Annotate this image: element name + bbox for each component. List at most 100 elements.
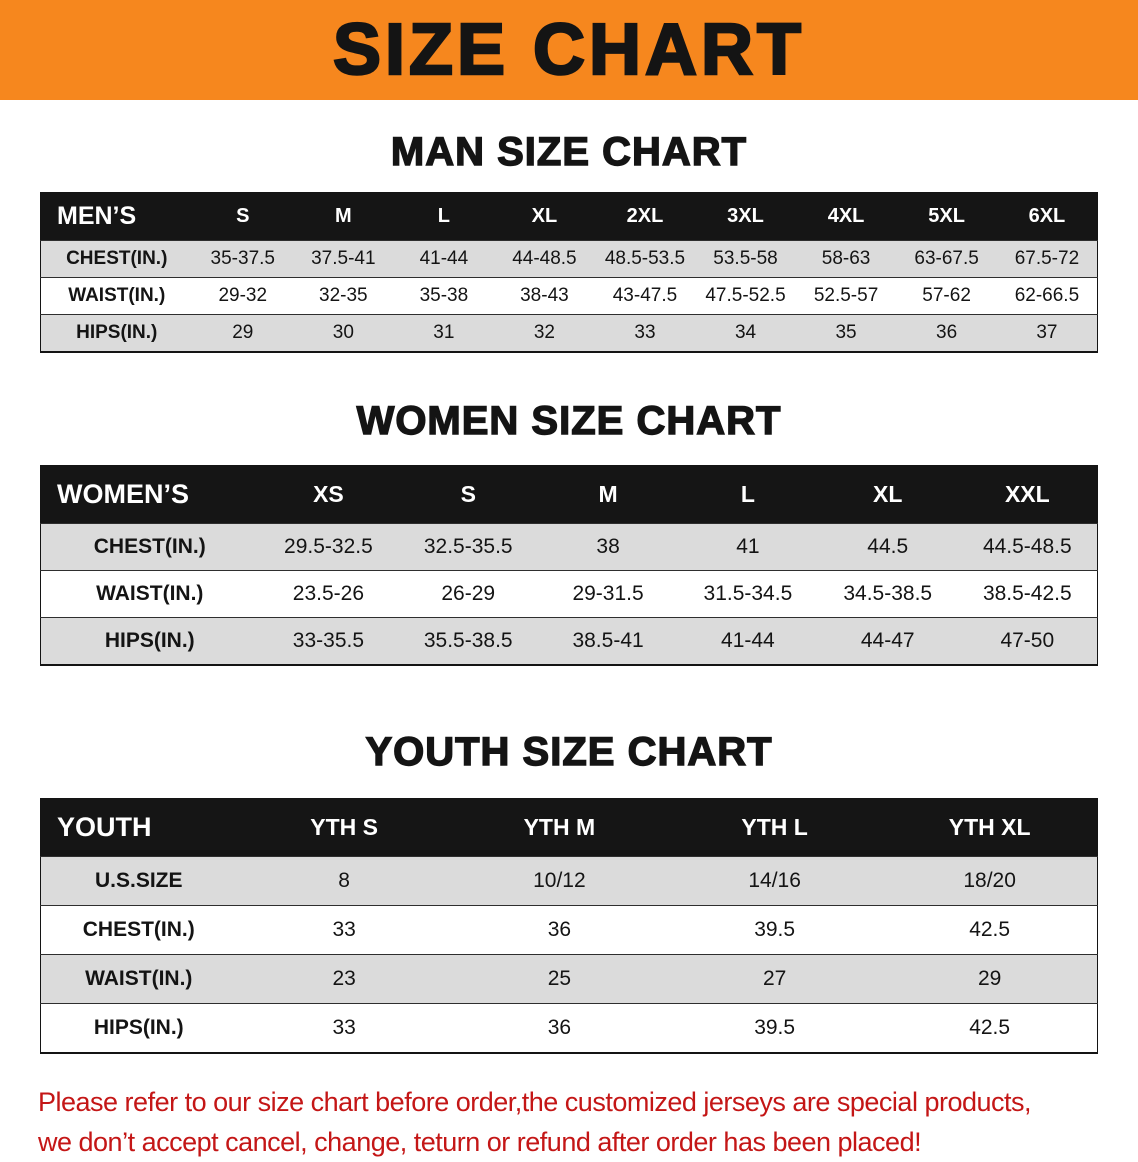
- value-cell: 29: [192, 314, 294, 352]
- value-cell: 39.5: [667, 1003, 883, 1053]
- value-cell: 42.5: [882, 1003, 1098, 1053]
- value-cell: 29-31.5: [538, 570, 678, 618]
- value-cell: 62-66.5: [996, 277, 1098, 315]
- size-header-cell: XXL: [957, 465, 1098, 524]
- size-header-cell: L: [677, 465, 818, 524]
- value-cell: 57-62: [896, 277, 997, 315]
- value-cell: 38.5-42.5: [957, 570, 1098, 618]
- value-cell: 67.5-72: [996, 240, 1098, 278]
- value-cell: 35-38: [393, 277, 495, 315]
- table-row: HIPS(IN.) 29 30 31 32 33 34 35 36 37: [40, 314, 1098, 352]
- table-row: CHEST(IN.) 35-37.5 37.5-41 41-44 44-48.5 48.5…: [40, 240, 1098, 278]
- value-cell: 52.5-57: [795, 277, 897, 315]
- value-cell: 31.5-34.5: [677, 570, 818, 618]
- value-cell: 37: [996, 314, 1098, 352]
- value-cell: 36: [451, 1003, 667, 1053]
- row-label-cell: WAIST(IN.): [40, 570, 259, 618]
- table-row: WAIST(IN.) 23 25 27 29: [40, 954, 1098, 1004]
- value-cell: 43-47.5: [594, 277, 696, 315]
- row-label-cell: U.S.SIZE: [40, 856, 237, 906]
- value-cell: 36: [451, 905, 667, 955]
- value-cell: 18/20: [882, 856, 1098, 906]
- value-cell: 37.5-41: [293, 240, 394, 278]
- value-cell: 41: [677, 523, 818, 571]
- value-cell: 23: [236, 954, 452, 1004]
- value-cell: 35: [795, 314, 897, 352]
- disclaimer-line-1: Please refer to our size chart before or…: [38, 1087, 1032, 1117]
- table-row: HIPS(IN.) 33-35.5 35.5-38.5 38.5-41 41-44 44-…: [40, 617, 1098, 665]
- size-header-cell: XL: [817, 465, 958, 524]
- value-cell: 41-44: [393, 240, 495, 278]
- disclaimer: Please refer to our size chart before or…: [38, 1082, 1138, 1162]
- size-header-cell: YTH L: [667, 798, 883, 857]
- size-header-cell: XS: [258, 465, 399, 524]
- men-size-table: MEN’S S M L XL 2XL 3XL 4XL 5XL 6XL CHEST(IN.) 35-37…: [40, 192, 1098, 353]
- row-label-cell: HIPS(IN.): [40, 1003, 237, 1053]
- size-header-cell: 4XL: [795, 192, 897, 241]
- value-cell: 58-63: [795, 240, 897, 278]
- size-header-cell: 5XL: [896, 192, 997, 241]
- row-label-cell: CHEST(IN.): [40, 240, 193, 278]
- value-cell: 29.5-32.5: [258, 523, 399, 571]
- value-cell: 30: [293, 314, 394, 352]
- table-row: HIPS(IN.) 33 36 39.5 42.5: [40, 1003, 1098, 1053]
- size-header-cell: S: [398, 465, 539, 524]
- size-header-cell: S: [192, 192, 294, 241]
- value-cell: 41-44: [677, 617, 818, 665]
- value-cell: 14/16: [667, 856, 883, 906]
- value-cell: 42.5: [882, 905, 1098, 955]
- value-cell: 25: [451, 954, 667, 1004]
- value-cell: 44-48.5: [494, 240, 595, 278]
- value-cell: 29-32: [192, 277, 294, 315]
- women-section-heading: WOMEN SIZE CHART: [356, 398, 782, 443]
- value-cell: 39.5: [667, 905, 883, 955]
- value-cell: 35-37.5: [192, 240, 294, 278]
- value-cell: 53.5-58: [695, 240, 796, 278]
- value-cell: 48.5-53.5: [594, 240, 696, 278]
- value-cell: 33: [236, 905, 452, 955]
- value-cell: 35.5-38.5: [398, 617, 539, 665]
- size-header-cell: M: [538, 465, 678, 524]
- women-size-section: WOMEN SIZE CHART WOMEN’S XS S M L XL XXL CHEST(…: [0, 398, 1138, 666]
- table-title-cell: YOUTH: [40, 798, 237, 857]
- value-cell: 31: [393, 314, 495, 352]
- value-cell: 23.5-26: [258, 570, 399, 618]
- size-header-cell: M: [293, 192, 394, 241]
- size-header-cell: 6XL: [996, 192, 1098, 241]
- youth-section-heading: YOUTH SIZE CHART: [365, 729, 773, 774]
- value-cell: 44.5-48.5: [957, 523, 1098, 571]
- youth-size-table: YOUTH YTH S YTH M YTH L YTH XL U.S.SIZE 8 10/12…: [40, 798, 1098, 1054]
- row-label-cell: WAIST(IN.): [40, 277, 193, 315]
- page-title: SIZE CHART: [332, 10, 805, 90]
- row-label-cell: CHEST(IN.): [40, 905, 237, 955]
- table-row: U.S.SIZE 8 10/12 14/16 18/20: [40, 856, 1098, 906]
- value-cell: 32.5-35.5: [398, 523, 539, 571]
- row-label-cell: HIPS(IN.): [40, 314, 193, 352]
- value-cell: 34: [695, 314, 796, 352]
- value-cell: 47-50: [957, 617, 1098, 665]
- value-cell: 32-35: [293, 277, 394, 315]
- value-cell: 36: [896, 314, 997, 352]
- value-cell: 27: [667, 954, 883, 1004]
- value-cell: 38: [538, 523, 678, 571]
- value-cell: 10/12: [451, 856, 667, 906]
- table-row: WAIST(IN.) 23.5-26 26-29 29-31.5 31.5-34.5 34…: [40, 570, 1098, 618]
- table-header-row: YOUTH YTH S YTH M YTH L YTH XL: [40, 798, 1098, 857]
- table-title-cell: WOMEN’S: [40, 465, 259, 524]
- size-header-cell: XL: [494, 192, 595, 241]
- size-header-cell: YTH XL: [882, 798, 1098, 857]
- men-section-heading: MAN SIZE CHART: [390, 129, 748, 174]
- table-row: CHEST(IN.) 29.5-32.5 32.5-35.5 38 41 44.5 44.5…: [40, 523, 1098, 571]
- size-header-cell: YTH S: [236, 798, 452, 857]
- women-size-table: WOMEN’S XS S M L XL XXL CHEST(IN.) 29.5-32.5 32.5…: [40, 465, 1098, 666]
- value-cell: 26-29: [398, 570, 539, 618]
- row-label-cell: HIPS(IN.): [40, 617, 259, 665]
- size-header-cell: 2XL: [594, 192, 696, 241]
- table-header-row: MEN’S S M L XL 2XL 3XL 4XL 5XL 6XL: [40, 192, 1098, 241]
- youth-size-section: YOUTH SIZE CHART YOUTH YTH S YTH M YTH L YTH…: [0, 729, 1138, 1054]
- men-size-section: MAN SIZE CHART MEN’S S M L XL 2XL 3XL 4XL 5XL 6XL…: [0, 129, 1138, 353]
- size-header-cell: YTH M: [451, 798, 667, 857]
- row-label-cell: WAIST(IN.): [40, 954, 237, 1004]
- value-cell: 38.5-41: [538, 617, 678, 665]
